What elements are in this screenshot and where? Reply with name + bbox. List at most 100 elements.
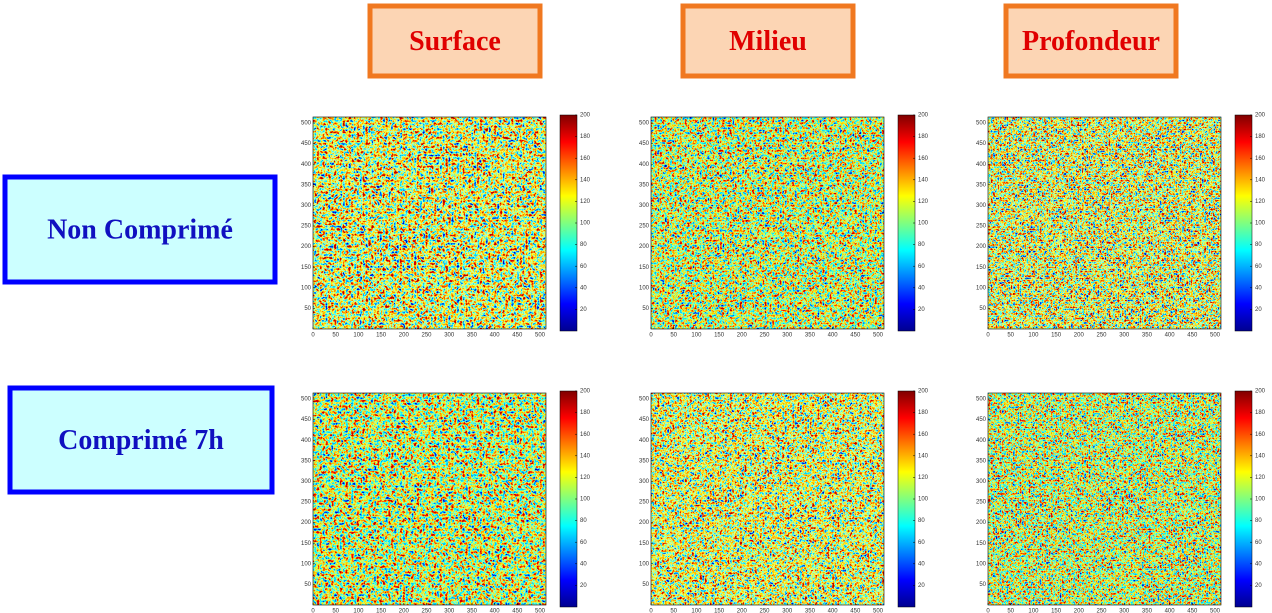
x-tick-label: 300 bbox=[782, 609, 793, 613]
y-tick-label: 400 bbox=[301, 438, 312, 444]
x-tick-label: 0 bbox=[986, 609, 990, 613]
colorbar-tick-label: 180 bbox=[580, 134, 591, 140]
x-tick-label: 500 bbox=[535, 609, 546, 613]
colorbar-tick-label: 180 bbox=[918, 134, 929, 140]
y-tick-label: 350 bbox=[639, 182, 650, 188]
x-tick-label: 300 bbox=[444, 609, 455, 613]
heatmap-image bbox=[651, 393, 884, 605]
x-tick-label: 0 bbox=[649, 609, 653, 613]
colorbar-tick-label: 80 bbox=[1255, 242, 1262, 248]
colorbar-tick-label: 200 bbox=[580, 113, 591, 119]
x-tick-label: 450 bbox=[1187, 333, 1198, 339]
colorbar-tick-label: 20 bbox=[1255, 307, 1262, 313]
x-tick-label: 500 bbox=[873, 333, 884, 339]
colorbar-tick-label: 40 bbox=[918, 285, 925, 291]
x-tick-label: 100 bbox=[353, 333, 364, 339]
x-tick-label: 450 bbox=[1187, 609, 1198, 613]
y-tick-label: 250 bbox=[976, 500, 987, 506]
x-tick-label: 450 bbox=[512, 609, 523, 613]
colorbar-tick-label: 80 bbox=[580, 242, 587, 248]
y-tick-label: 500 bbox=[301, 397, 312, 403]
x-tick-label: 50 bbox=[1007, 609, 1014, 613]
x-tick-label: 350 bbox=[1142, 333, 1153, 339]
colorbar-tick-label: 120 bbox=[580, 475, 591, 481]
colorbar-tick-label: 140 bbox=[1255, 453, 1266, 459]
y-tick-label: 400 bbox=[639, 162, 650, 168]
column-header: Milieu bbox=[729, 26, 807, 57]
x-tick-label: 250 bbox=[759, 333, 770, 339]
x-tick-label: 100 bbox=[691, 333, 702, 339]
x-tick-label: 400 bbox=[490, 333, 501, 339]
y-tick-label: 150 bbox=[301, 265, 312, 271]
y-tick-label: 250 bbox=[301, 500, 312, 506]
y-tick-label: 200 bbox=[639, 244, 650, 250]
y-tick-label: 350 bbox=[639, 458, 650, 464]
x-tick-label: 0 bbox=[311, 609, 315, 613]
column-header: Profondeur bbox=[1022, 26, 1160, 57]
x-tick-label: 400 bbox=[1165, 333, 1176, 339]
y-tick-label: 100 bbox=[976, 561, 987, 567]
y-tick-label: 200 bbox=[301, 520, 312, 526]
colorbar-tick-label: 160 bbox=[918, 432, 929, 438]
x-tick-label: 400 bbox=[828, 609, 839, 613]
y-tick-label: 200 bbox=[976, 520, 987, 526]
colorbar-tick-label: 180 bbox=[1255, 134, 1266, 140]
colorbar bbox=[1234, 390, 1253, 608]
row-label-box bbox=[2, 174, 278, 285]
x-tick-label: 400 bbox=[828, 333, 839, 339]
plot-frame bbox=[987, 392, 1222, 606]
x-tick-label: 50 bbox=[670, 609, 677, 613]
row-label: Comprimé 7h bbox=[58, 425, 224, 456]
y-tick-label: 450 bbox=[301, 417, 312, 423]
y-tick-label: 300 bbox=[639, 203, 650, 209]
x-tick-label: 150 bbox=[714, 609, 725, 613]
x-tick-label: 200 bbox=[399, 333, 410, 339]
x-tick-label: 150 bbox=[376, 609, 387, 613]
y-tick-label: 150 bbox=[639, 265, 650, 271]
colorbar-tick-label: 20 bbox=[580, 307, 587, 313]
x-tick-label: 400 bbox=[490, 609, 501, 613]
y-tick-label: 350 bbox=[976, 182, 987, 188]
y-tick-label: 450 bbox=[976, 417, 987, 423]
x-tick-label: 150 bbox=[1051, 609, 1062, 613]
x-tick-label: 250 bbox=[759, 609, 770, 613]
x-tick-label: 100 bbox=[1028, 333, 1039, 339]
x-tick-label: 100 bbox=[353, 609, 364, 613]
y-tick-label: 250 bbox=[301, 224, 312, 230]
colorbar-tick-label: 60 bbox=[580, 540, 587, 546]
x-tick-label: 500 bbox=[1210, 333, 1221, 339]
x-tick-label: 200 bbox=[737, 333, 748, 339]
x-tick-label: 300 bbox=[1119, 609, 1130, 613]
x-tick-label: 200 bbox=[1074, 333, 1085, 339]
colorbar-tick-label: 80 bbox=[1255, 518, 1262, 524]
colorbar-tick-label: 60 bbox=[918, 264, 925, 270]
x-tick-label: 450 bbox=[850, 333, 861, 339]
x-tick-label: 0 bbox=[986, 333, 990, 339]
y-tick-label: 50 bbox=[979, 306, 986, 312]
x-tick-label: 350 bbox=[467, 333, 478, 339]
colorbar-tick-label: 80 bbox=[580, 518, 587, 524]
x-tick-label: 250 bbox=[1096, 609, 1107, 613]
column-header-box bbox=[367, 3, 543, 79]
y-tick-label: 500 bbox=[639, 397, 650, 403]
x-tick-label: 500 bbox=[1210, 609, 1221, 613]
y-tick-label: 100 bbox=[639, 561, 650, 567]
y-tick-label: 150 bbox=[301, 541, 312, 547]
x-tick-label: 350 bbox=[805, 609, 816, 613]
x-tick-label: 200 bbox=[1074, 609, 1085, 613]
x-tick-label: 150 bbox=[1051, 333, 1062, 339]
colorbar-tick-label: 100 bbox=[918, 221, 929, 227]
x-tick-label: 150 bbox=[376, 333, 387, 339]
colorbar-tick-label: 180 bbox=[1255, 410, 1266, 416]
colorbar bbox=[1234, 114, 1253, 332]
x-tick-label: 250 bbox=[421, 333, 432, 339]
row-label-box bbox=[7, 385, 275, 495]
column-header-box bbox=[680, 3, 856, 79]
colorbar bbox=[559, 390, 578, 608]
plot-frame bbox=[312, 392, 547, 606]
x-tick-label: 150 bbox=[714, 333, 725, 339]
y-tick-label: 200 bbox=[639, 520, 650, 526]
colorbar-tick-label: 40 bbox=[1255, 285, 1262, 291]
colorbar-tick-label: 160 bbox=[580, 432, 591, 438]
x-tick-label: 300 bbox=[444, 333, 455, 339]
